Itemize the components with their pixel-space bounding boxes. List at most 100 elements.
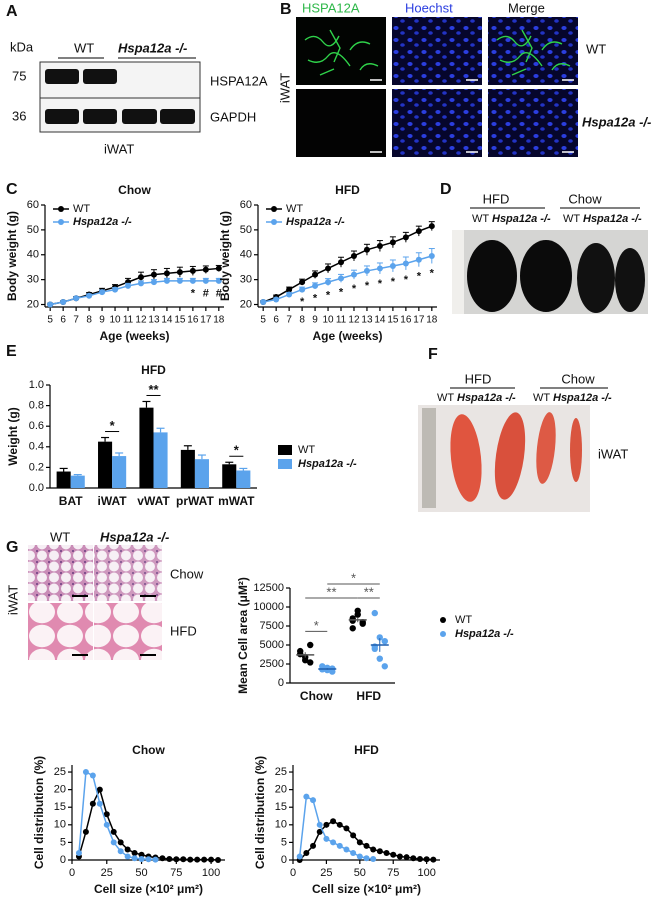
panel-label: D <box>440 181 452 198</box>
channel-label: Hoechst <box>405 0 453 15</box>
y-tick-label: 20 <box>54 784 66 796</box>
x-tick-label: 5 <box>47 315 53 326</box>
data-point <box>389 239 396 246</box>
bar <box>153 432 168 488</box>
data-point <box>363 246 370 253</box>
genotype-label: Hspa12a -/- <box>553 392 612 404</box>
significance: * <box>234 443 240 458</box>
y-tick-label: 60 <box>27 199 39 211</box>
diet-label: Chow <box>568 191 602 206</box>
data-point <box>189 267 196 274</box>
data-point <box>89 800 96 807</box>
data-point <box>110 828 117 835</box>
x-tick-label: 10 <box>322 315 334 326</box>
x-tick-label: Chow <box>300 689 333 703</box>
x-tick-label: 16 <box>187 315 199 326</box>
blot-group: Hspa12a -/- <box>118 40 187 55</box>
series-line <box>298 795 374 860</box>
significance: * <box>365 280 370 292</box>
legend-label: Hspa12a -/- <box>298 458 357 470</box>
genotype-label: Hspa12a -/- <box>492 213 551 225</box>
x-tick-label: 6 <box>273 315 279 326</box>
x-axis-label: Cell size (×10² μm²) <box>312 882 421 896</box>
y-tick-label: 15 <box>54 801 66 813</box>
x-tick-label: vWAT <box>137 494 170 508</box>
comparison-label: ** <box>364 584 374 599</box>
genotype-label: Hspa12a -/- <box>100 529 169 544</box>
data-point <box>176 269 183 276</box>
x-tick-label: 7 <box>286 315 292 326</box>
significance: * <box>391 276 396 288</box>
x-tick-label: 12 <box>135 315 147 326</box>
legend-label: Hspa12a -/- <box>73 216 132 228</box>
legend-marker <box>58 219 64 225</box>
x-tick-label: 15 <box>387 315 399 326</box>
y-tick-label: 50 <box>240 224 252 236</box>
data-point <box>396 853 403 860</box>
comparison-label: * <box>351 570 356 585</box>
data-point <box>349 617 356 624</box>
data-point <box>350 832 357 839</box>
y-tick-label: 10 <box>54 819 66 831</box>
data-point <box>307 641 314 649</box>
data-point <box>371 609 378 617</box>
significance: # <box>203 287 209 299</box>
data-point <box>82 828 89 835</box>
chart-title: HFD <box>354 743 379 757</box>
data-point <box>297 647 304 655</box>
legend-label: WT <box>455 614 472 626</box>
comparison-label: * <box>314 618 319 633</box>
data-point <box>402 260 409 267</box>
y-tick-label: 2500 <box>260 658 284 670</box>
significance: * <box>417 271 422 283</box>
x-tick-label: 17 <box>200 315 212 326</box>
data-point <box>350 253 357 259</box>
bar <box>180 449 195 488</box>
x-tick-label: 6 <box>60 315 66 326</box>
legend-marker <box>271 219 277 225</box>
data-point <box>325 279 332 286</box>
data-point <box>110 839 117 846</box>
data-point <box>416 855 423 862</box>
data-point <box>303 849 310 856</box>
bar <box>112 456 127 488</box>
legend-label: Hspa12a -/- <box>455 628 514 640</box>
x-axis-label: Age (weeks) <box>99 329 169 343</box>
data-point <box>202 277 209 284</box>
x-tick-label: 25 <box>320 867 332 879</box>
x-tick-label: 17 <box>413 315 425 326</box>
data-point <box>150 279 157 286</box>
data-point <box>389 262 396 269</box>
y-tick-label: 25 <box>275 766 287 778</box>
data-point <box>310 797 317 804</box>
y-tick-label: 30 <box>27 274 39 286</box>
genotype-label: WT <box>437 392 454 404</box>
data-point <box>137 280 144 287</box>
data-point <box>96 786 103 793</box>
x-tick-label: 0 <box>290 867 296 879</box>
genotype-label: WT <box>586 41 606 56</box>
data-point <box>131 849 138 856</box>
y-tick-label: 40 <box>27 249 39 261</box>
x-tick-label: 0 <box>69 867 75 879</box>
chart-title: Chow <box>132 743 165 757</box>
data-point <box>137 274 144 281</box>
y-tick-label: 5000 <box>260 639 284 651</box>
x-tick-label: 16 <box>400 315 412 326</box>
data-point <box>131 855 138 862</box>
bar <box>139 407 154 488</box>
blot-group: WT <box>74 40 94 55</box>
data-point <box>60 299 67 306</box>
data-point <box>338 259 345 266</box>
y-tick-label: 0.4 <box>29 441 44 453</box>
data-point <box>330 818 337 825</box>
data-point <box>323 835 330 842</box>
data-point <box>312 282 319 289</box>
data-point <box>138 855 145 862</box>
diet-label: Chow <box>170 566 204 581</box>
data-point <box>336 821 343 828</box>
data-point <box>370 855 377 862</box>
bar <box>98 441 113 488</box>
data-point <box>354 607 361 614</box>
data-point <box>312 271 319 278</box>
